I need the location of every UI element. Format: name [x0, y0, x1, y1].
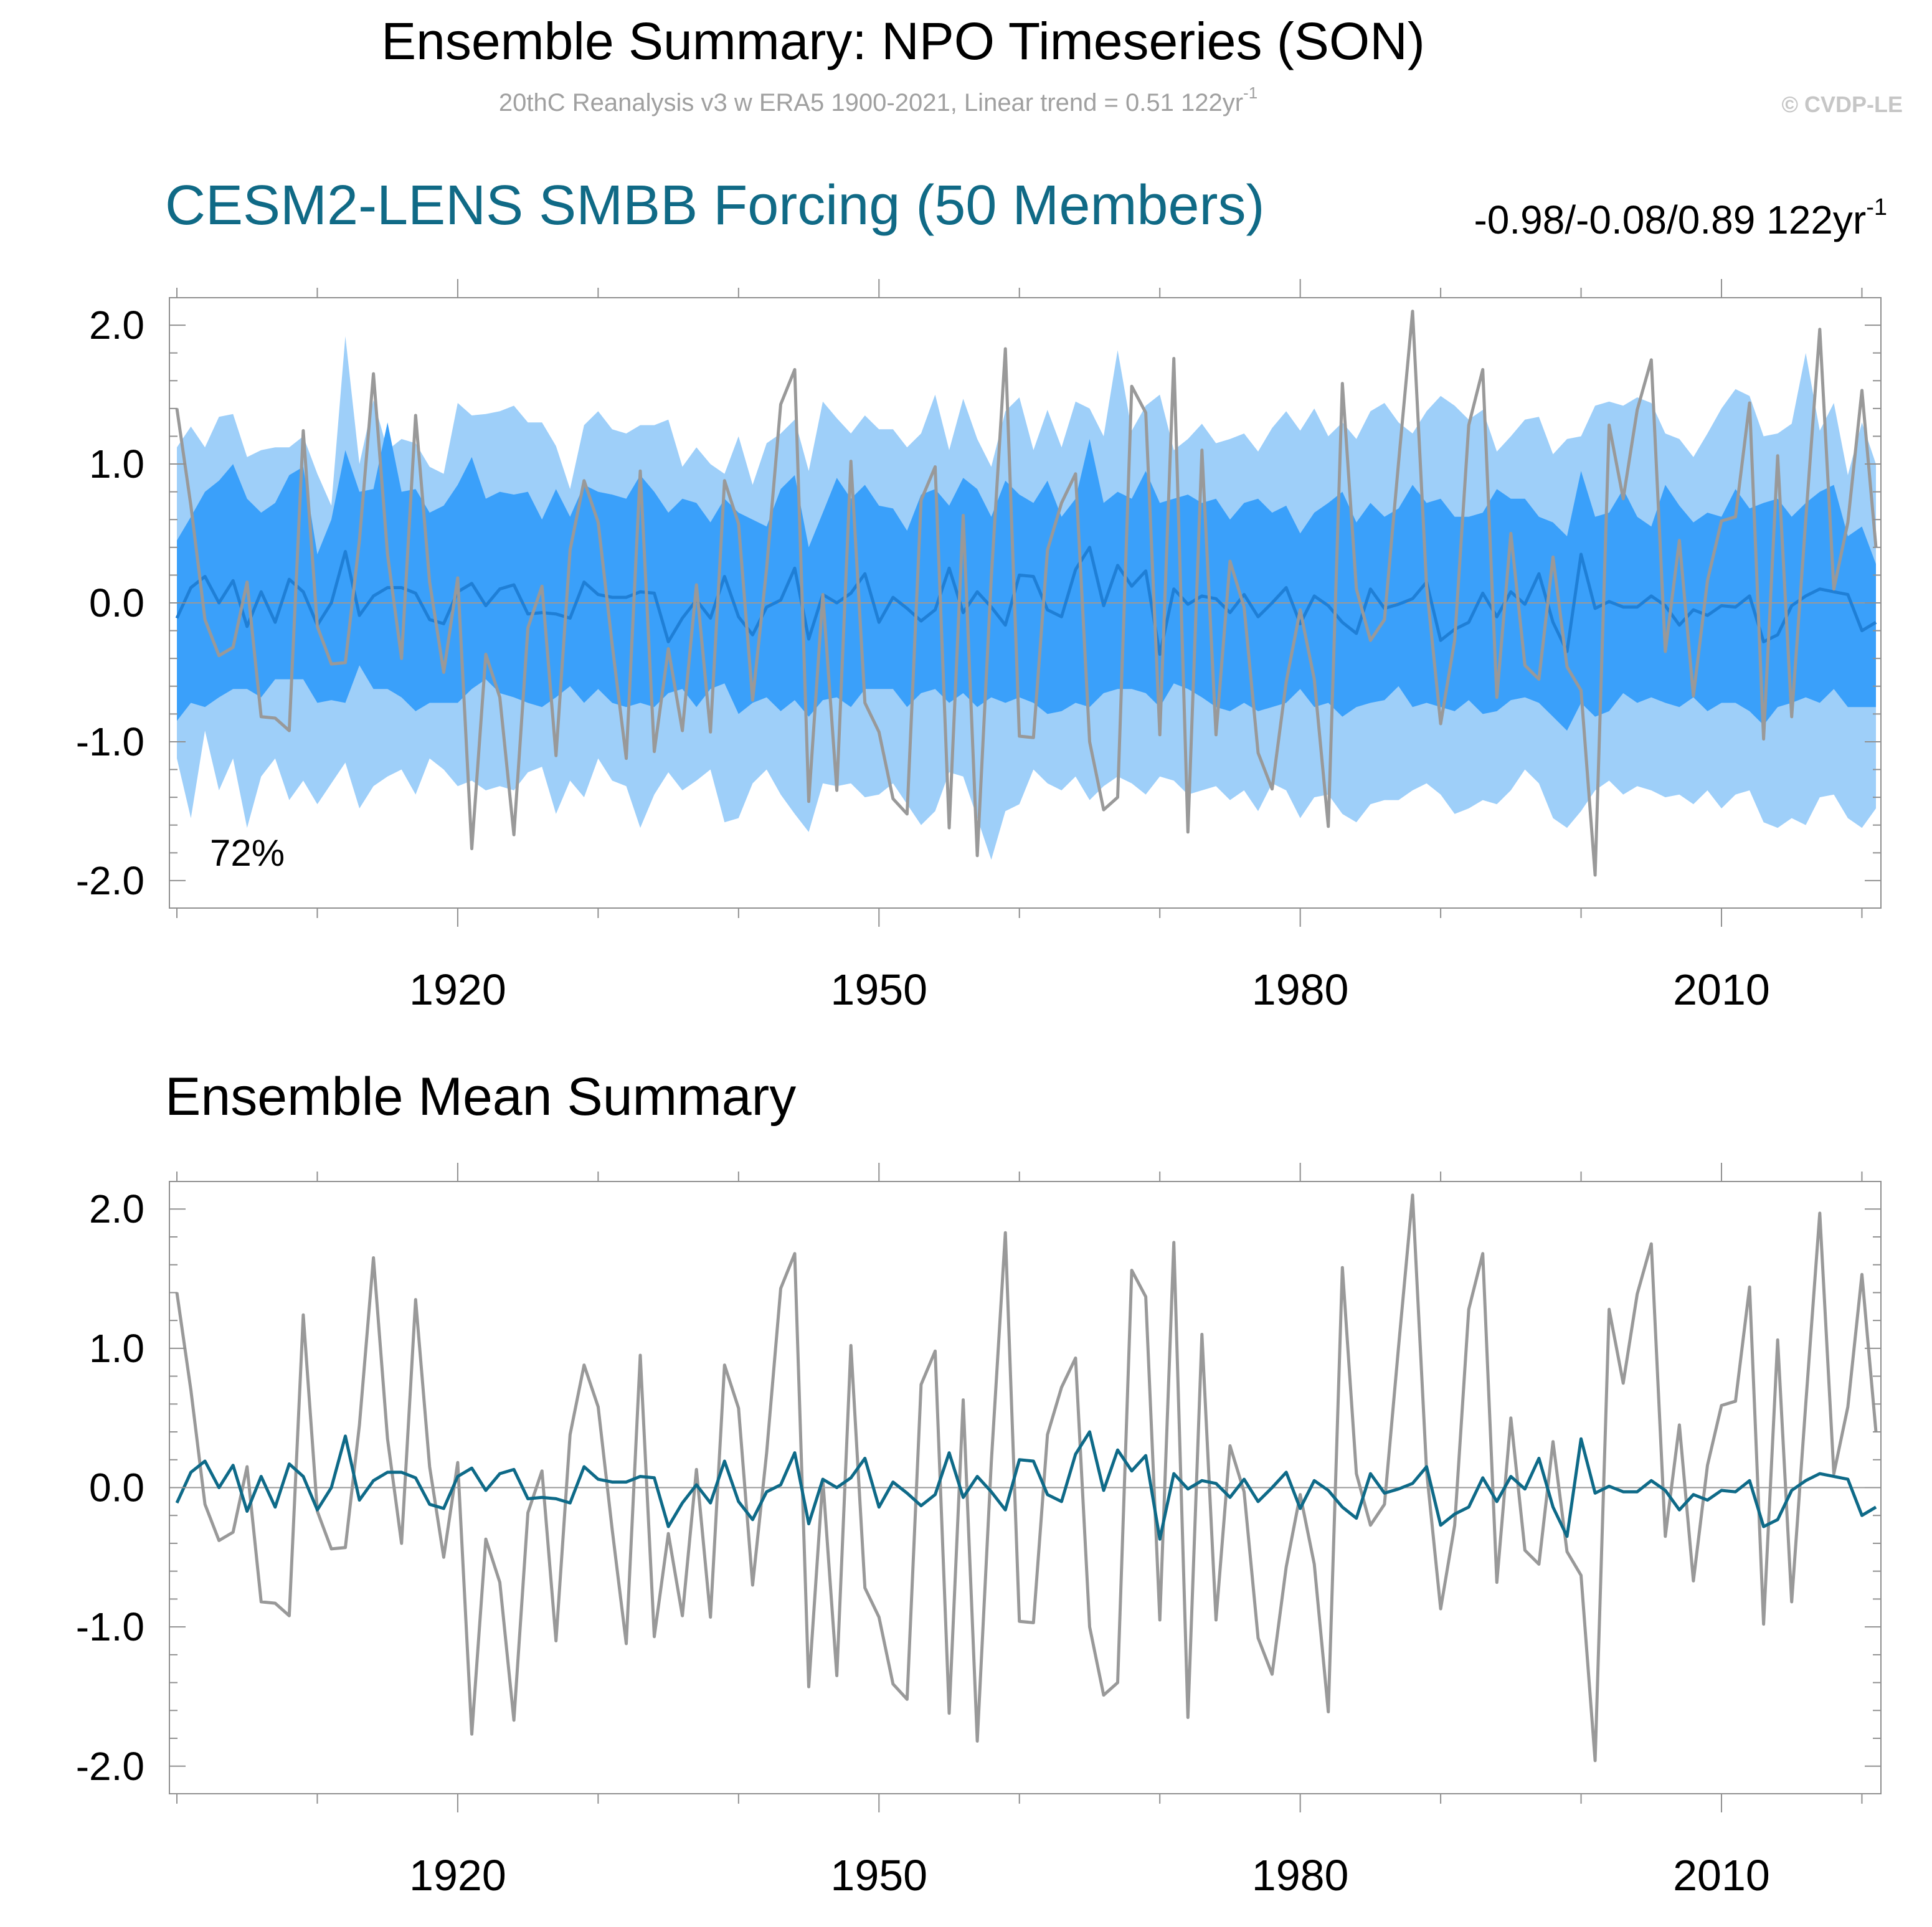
panel1-trend-text: -0.98/-0.08/0.89 122yr [1474, 197, 1866, 242]
figure-title: Ensemble Summary: NPO Timeseries (SON) [381, 12, 1425, 70]
panel2-plot: 2.0 1.0 0.0 -1.0 -2.0 1920 1950 1980 2010 [76, 1163, 1882, 1900]
panel2-x-tick-label: 1920 [409, 1851, 506, 1900]
panel2-x-tick-label: 1980 [1252, 1851, 1349, 1900]
panel2-y-tick-label: 1.0 [89, 1326, 144, 1371]
panel1-trend: -0.98/-0.08/0.89 122yr-1 [1474, 194, 1887, 242]
panel1-x-tick-label: 1950 [830, 965, 927, 1014]
panel1-x-tick-label: 1920 [409, 965, 506, 1014]
panel1-title: CESM2-LENS SMBB Forcing (50 Members) [165, 174, 1264, 237]
panel2-x-tick-label: 1950 [830, 1851, 927, 1900]
panel2-y-tick-label: -2.0 [76, 1744, 144, 1789]
panel2-title: Ensemble Mean Summary [165, 1067, 796, 1127]
panel2-x-tick-label: 2010 [1673, 1851, 1770, 1900]
copyright-label: © CVDP-LE [1781, 92, 1903, 117]
panel2-series-lines [175, 1193, 1878, 1763]
panel2-observed-line [175, 1193, 1878, 1763]
panel1-ensemble-mean-line [175, 546, 1877, 656]
panel1-y-tick-label: 0.0 [89, 580, 144, 625]
panel1-y-tick-labels: 2.0 1.0 0.0 -1.0 -2.0 [76, 303, 144, 903]
panel1-x-tick-label: 1980 [1252, 965, 1349, 1014]
panel1-y-tick-label: 1.0 [89, 442, 144, 486]
figure-subtitle: 20thC Reanalysis v3 w ERA5 1900-2021, Li… [499, 83, 1257, 116]
panel1-y-tick-label: -1.0 [76, 719, 144, 764]
panel2-y-tick-label: 0.0 [89, 1465, 144, 1510]
panel1-y-tick-label: 2.0 [89, 303, 144, 348]
panel1-series-lines [175, 310, 1878, 877]
panel1-trend-sup: -1 [1866, 194, 1887, 220]
panel2-y-tick-label: 2.0 [89, 1186, 144, 1231]
panel1-percent-annotation: 72% [210, 832, 285, 874]
panel2-ensemble-mean-line [175, 1430, 1877, 1541]
figure-subtitle-main: 20thC Reanalysis v3 w ERA5 1900-2021, Li… [499, 89, 1243, 116]
panel2-axes [169, 1163, 1882, 1812]
panel1-x-tick-labels: 1920 1950 1980 2010 [409, 965, 1770, 1014]
panel1-y-tick-label: -2.0 [76, 858, 144, 903]
panel2-y-tick-labels: 2.0 1.0 0.0 -1.0 -2.0 [76, 1186, 144, 1789]
panel1-observed-line [175, 310, 1878, 877]
panel1-x-tick-label: 2010 [1673, 965, 1770, 1014]
panel1-plot: 2.0 1.0 0.0 -1.0 -2.0 1920 1950 1980 2010 [76, 279, 1882, 1014]
panel2-y-tick-label: -1.0 [76, 1604, 144, 1649]
panel1-axes [169, 279, 1882, 927]
panel2-x-tick-labels: 1920 1950 1980 2010 [409, 1851, 1770, 1900]
figure-subtitle-sup: -1 [1243, 83, 1257, 102]
